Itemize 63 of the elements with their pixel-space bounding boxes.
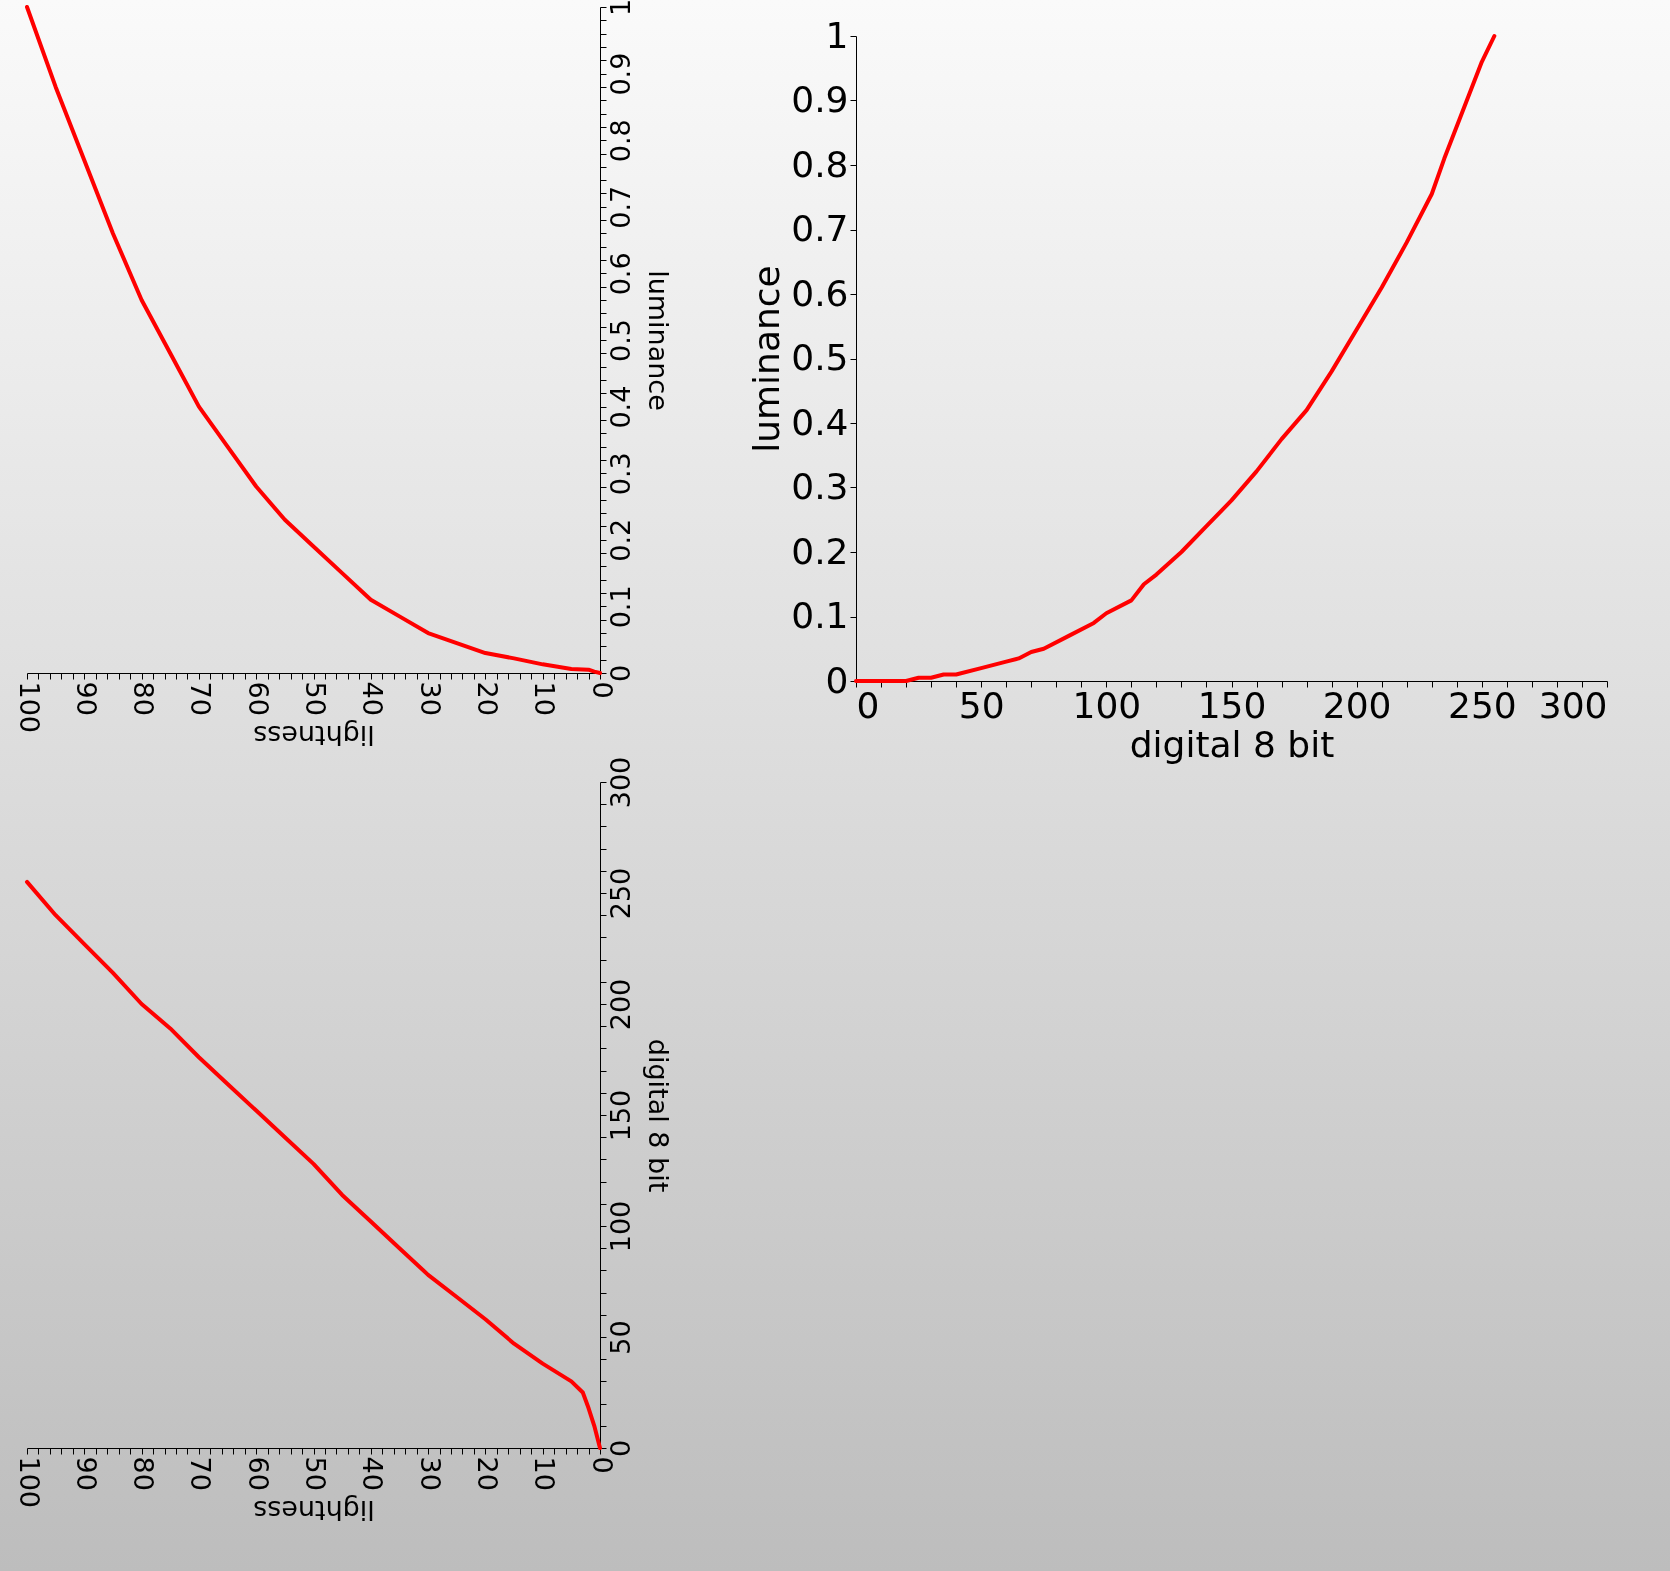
y-tick-label: 0 (604, 664, 636, 683)
x-tick-label: 40 (357, 681, 389, 716)
x-tick-label: 50 (300, 681, 331, 716)
x-tick-label: 0 (856, 684, 880, 726)
y-tick-label: 0.7 (791, 208, 849, 249)
y-tick-label: 50 (604, 1320, 636, 1355)
x-tick-label: 0 (586, 1456, 618, 1474)
x-tick-label: 40 (357, 1456, 389, 1491)
y-tick-label: 1 (604, 0, 636, 17)
x-tick-label: 300 (1538, 684, 1608, 726)
x-tick-label: 90 (70, 681, 102, 716)
x-tick-label: 80 (128, 1456, 160, 1491)
y-tick-label: 150 (604, 1089, 636, 1142)
y-tick-label: 0.3 (791, 466, 849, 507)
x-tick-label: 10 (529, 681, 561, 716)
x-tick-label: 50 (958, 684, 1005, 726)
y-tick-label: 1 (825, 14, 849, 56)
x-tick-label: 20 (471, 1456, 503, 1491)
x-tick-label: 30 (414, 1456, 446, 1491)
y-tick-label: 0 (604, 1439, 636, 1458)
y-tick-label: 0.3 (604, 452, 636, 496)
x-tick-label: 100 (13, 681, 45, 734)
y-tick-label: 0.2 (791, 530, 849, 572)
y-tick-label: 200 (604, 978, 636, 1031)
y-tick-label: 0.4 (791, 401, 849, 443)
y-tick-label: 0.6 (604, 252, 636, 296)
x-tick-label: 30 (414, 681, 446, 716)
x-tick-label: 150 (1197, 684, 1267, 726)
y-tick-label: 0.5 (604, 319, 636, 362)
y-tick-label: 0.4 (604, 385, 636, 429)
x-tick-label: 50 (300, 1456, 331, 1491)
x-tick-label: 20 (471, 681, 503, 716)
y-tick-label: 0.7 (604, 185, 636, 229)
x-axis-title: lightness (253, 720, 375, 752)
x-axis-title: digital 8 bit (1129, 723, 1335, 765)
x-tick-label: 10 (529, 1456, 561, 1491)
y-tick-label: 0.9 (791, 79, 849, 120)
y-tick-label: 250 (604, 867, 636, 920)
x-tick-label: 60 (242, 681, 274, 716)
x-tick-label: 60 (242, 1456, 274, 1491)
x-tick-label: 100 (1072, 684, 1142, 726)
y-tick-label: 0.1 (604, 585, 636, 629)
y-tick-label: 0.8 (604, 119, 636, 163)
x-tick-label: 200 (1322, 684, 1392, 726)
x-tick-label: 90 (70, 1456, 102, 1491)
y-tick-label: 0.6 (791, 272, 849, 314)
x-tick-label: 100 (13, 1456, 45, 1509)
y-tick-label: 0.5 (791, 337, 849, 378)
x-tick-label: 0 (586, 681, 618, 699)
y-axis-title: luminance (746, 265, 788, 453)
x-axis-title: lightness (253, 1495, 375, 1527)
x-tick-label: 250 (1447, 684, 1517, 726)
y-tick-label: 0.8 (791, 143, 849, 185)
x-tick-label: 80 (128, 681, 160, 716)
y-tick-label: 0.9 (604, 52, 636, 96)
y-axis-title: digital 8 bit (642, 1038, 674, 1193)
y-tick-label: 300 (604, 756, 636, 809)
x-tick-label: 70 (185, 1456, 217, 1491)
y-tick-label: 100 (604, 1200, 636, 1253)
y-tick-label: 0.1 (791, 595, 849, 636)
y-axis-title: luminance (642, 270, 674, 411)
y-tick-label: 0.2 (604, 518, 636, 562)
x-tick-label: 70 (185, 681, 217, 716)
